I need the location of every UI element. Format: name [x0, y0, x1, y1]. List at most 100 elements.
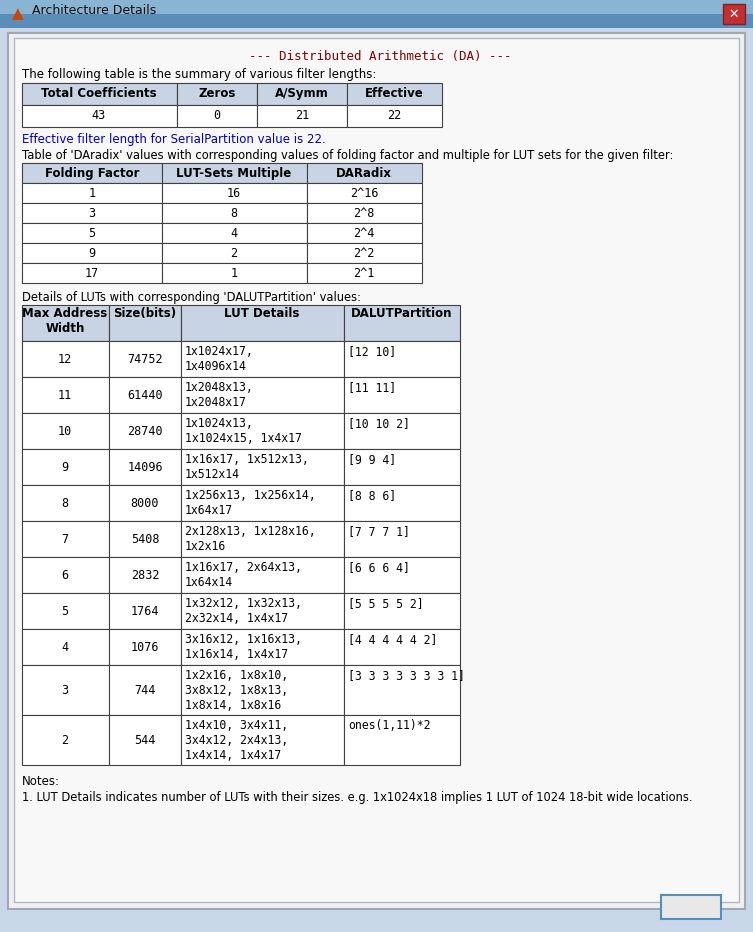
Text: DARadix: DARadix [336, 167, 392, 180]
Text: LUT-Sets Multiple: LUT-Sets Multiple [176, 167, 291, 180]
Bar [181, 665, 344, 715]
Text: 61440: 61440 [127, 389, 163, 402]
Bar [181, 377, 344, 413]
Bar [109, 449, 181, 485]
Bar [162, 263, 307, 283]
Text: 12: 12 [58, 353, 72, 366]
Text: 5408: 5408 [131, 533, 159, 546]
Text: 2^8: 2^8 [353, 207, 375, 220]
Bar [109, 593, 181, 629]
Text: Max Address
Width: Max Address Width [23, 307, 108, 335]
Bar [22, 665, 109, 715]
Text: 744: 744 [134, 684, 156, 697]
Bar [344, 521, 460, 557]
Bar [344, 377, 460, 413]
Bar [344, 593, 460, 629]
Text: 4: 4 [62, 641, 69, 654]
Text: 9: 9 [88, 247, 96, 260]
Bar [109, 715, 181, 765]
Text: Total Coefficients: Total Coefficients [41, 87, 157, 100]
Text: 2832: 2832 [131, 569, 159, 582]
Text: 7: 7 [62, 533, 69, 546]
Bar [109, 521, 181, 557]
Bar [162, 163, 307, 183]
Text: 2^4: 2^4 [353, 227, 375, 240]
Text: 74752: 74752 [127, 353, 163, 366]
Text: 21: 21 [295, 109, 309, 122]
Bar [22, 243, 162, 263]
Text: 43: 43 [92, 109, 106, 122]
Bar [347, 105, 442, 127]
Text: ✕: ✕ [729, 7, 739, 21]
Text: ▲: ▲ [12, 7, 24, 21]
Bar [347, 83, 442, 105]
Bar [307, 263, 422, 283]
Bar [22, 305, 109, 341]
Text: OK: OK [682, 899, 700, 912]
Text: Zeros: Zeros [198, 87, 236, 100]
Bar [22, 413, 109, 449]
Bar [109, 629, 181, 665]
Bar [22, 223, 162, 243]
Text: Effective filter length for SerialPartition value is 22.: Effective filter length for SerialPartit… [22, 133, 326, 146]
Text: 14096: 14096 [127, 461, 163, 474]
Bar [181, 449, 344, 485]
Text: 6: 6 [62, 569, 69, 582]
Text: 2^16: 2^16 [349, 187, 378, 200]
Text: Details of LUTs with corresponding 'DALUTPartition' values:: Details of LUTs with corresponding 'DALU… [22, 291, 361, 304]
Text: 5: 5 [88, 227, 96, 240]
Bar [181, 629, 344, 665]
Bar [344, 413, 460, 449]
Text: 22: 22 [387, 109, 401, 122]
Text: 10: 10 [58, 425, 72, 438]
Text: ones(1,11)*2: ones(1,11)*2 [348, 719, 431, 732]
Bar [307, 163, 422, 183]
Bar [22, 593, 109, 629]
Bar [22, 485, 109, 521]
Bar [109, 341, 181, 377]
Bar [22, 341, 109, 377]
Bar [0, 0, 753, 14]
Text: [3 3 3 3 3 3 3 1]: [3 3 3 3 3 3 3 1] [348, 669, 465, 682]
Text: 4: 4 [230, 227, 237, 240]
Text: Effective: Effective [364, 87, 423, 100]
Bar [162, 243, 307, 263]
Text: 2^2: 2^2 [353, 247, 375, 260]
Bar [109, 305, 181, 341]
Text: 16: 16 [227, 187, 241, 200]
Text: Table of 'DAradix' values with corresponding values of folding factor and multip: Table of 'DAradix' values with correspon… [22, 149, 673, 162]
Text: 3: 3 [88, 207, 96, 220]
Bar [344, 485, 460, 521]
Bar [661, 895, 721, 919]
Text: 2^1: 2^1 [353, 267, 375, 280]
Text: 1: 1 [88, 187, 96, 200]
Text: [6 6 6 4]: [6 6 6 4] [348, 561, 410, 574]
Text: 1x16x17, 2x64x13,
1x64x14: 1x16x17, 2x64x13, 1x64x14 [185, 561, 302, 589]
Bar [22, 183, 162, 203]
Text: 8: 8 [230, 207, 237, 220]
Text: DALUTPartition: DALUTPartition [351, 307, 453, 320]
Bar [109, 557, 181, 593]
Text: 1x1024x13,
1x1024x15, 1x4x17: 1x1024x13, 1x1024x15, 1x4x17 [185, 417, 302, 445]
Bar [22, 263, 162, 283]
Bar [22, 203, 162, 223]
Bar [162, 183, 307, 203]
Text: A/Symm: A/Symm [275, 87, 329, 100]
Text: 11: 11 [58, 389, 72, 402]
Text: [5 5 5 5 2]: [5 5 5 5 2] [348, 597, 424, 610]
Text: 1076: 1076 [131, 641, 159, 654]
Bar [344, 557, 460, 593]
Bar [307, 203, 422, 223]
Bar [22, 449, 109, 485]
Bar [177, 105, 257, 127]
Text: [12 10]: [12 10] [348, 345, 396, 358]
Text: 9: 9 [62, 461, 69, 474]
Bar [344, 305, 460, 341]
Text: 1x2048x13,
1x2048x17: 1x2048x13, 1x2048x17 [185, 381, 254, 409]
Text: [7 7 7 1]: [7 7 7 1] [348, 525, 410, 538]
Bar [22, 377, 109, 413]
Bar [257, 105, 347, 127]
Bar [109, 377, 181, 413]
Text: 2: 2 [230, 247, 237, 260]
Text: 2: 2 [62, 734, 69, 747]
